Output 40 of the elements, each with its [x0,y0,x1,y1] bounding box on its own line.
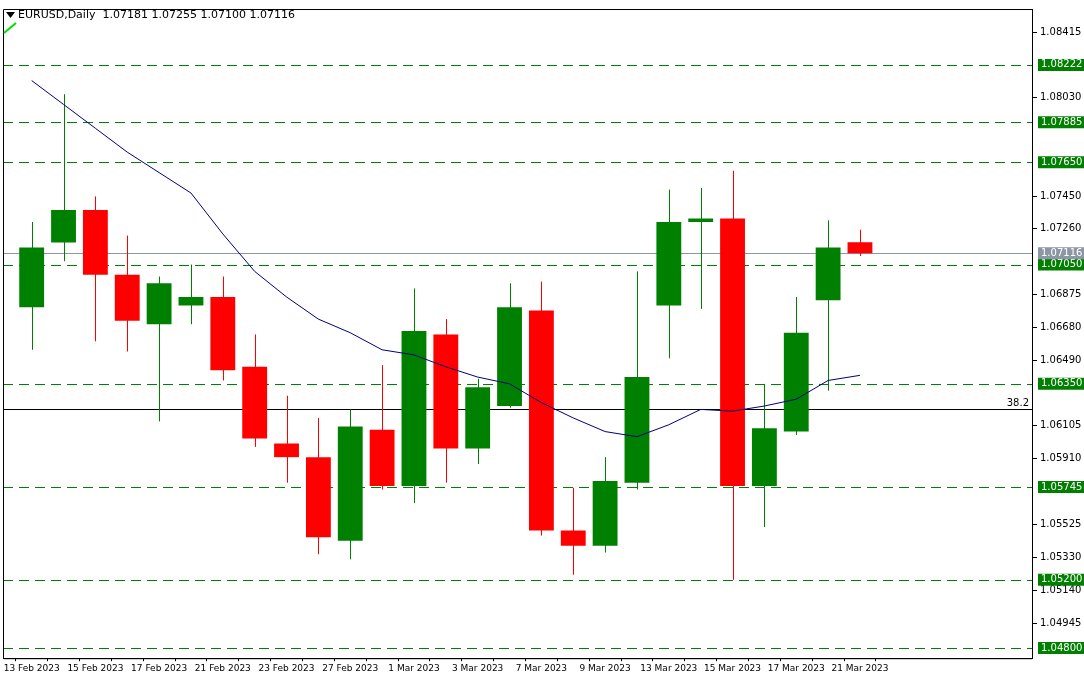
y-tick-label: 1.05910 [1040,452,1082,464]
ref-line-label: 1.06350 [1041,377,1083,389]
ref-line-label: 1.08222 [1041,58,1083,70]
x-tick-label: 13 Feb 2023 [3,662,60,673]
y-tick-label: 1.06875 [1040,288,1082,299]
x-tick-label: 15 Mar 2023 [704,662,762,673]
x-tick-label: 7 Mar 2023 [515,662,568,673]
annotation: 38.2 [1006,397,1029,409]
y-tick-label: 1.07260 [1040,222,1082,234]
ref-line-label: 1.07116 [1041,246,1083,258]
y-tick-label: 1.06105 [1040,419,1082,431]
y-tick-label: 1.05330 [1040,551,1082,563]
ref-line-label: 1.07885 [1041,115,1083,127]
ref-line-label: 1.04800 [1041,641,1083,653]
y-tick-label: 1.05140 [1040,583,1082,595]
x-tick-label: 1 Mar 2023 [388,662,440,673]
chart-title: EURUSD,Daily 1.07181 1.07255 1.07100 1.07116 [18,8,295,21]
x-tick-label: 15 Feb 2023 [67,662,124,673]
ref-line-label: 1.07050 [1041,258,1083,270]
x-tick-label: 21 Feb 2023 [194,662,251,673]
x-tick-label: 13 Mar 2023 [640,662,698,673]
ref-line-label: 1.05745 [1041,480,1083,492]
y-tick-label: 1.08415 [1040,25,1082,37]
candlestick [178,264,204,325]
x-tick-label: 21 Mar 2023 [831,662,889,673]
x-tick-label: 9 Mar 2023 [579,662,631,673]
ref-line-label: 1.05200 [1041,573,1083,585]
candlestick [274,395,299,484]
ref-line-label: 1.07650 [1041,155,1083,167]
x-tick-label: 3 Mar 2023 [452,662,504,673]
x-tick-label: 17 Feb 2023 [131,662,188,673]
y-tick-label: 1.07450 [1040,190,1082,202]
x-tick-label: 23 Feb 2023 [258,662,315,673]
y-tick-label: 1.05525 [1040,518,1082,530]
y-tick-label: 1.08030 [1040,91,1082,103]
x-tick-label: 27 Feb 2023 [322,662,379,673]
x-tick-label: 17 Mar 2023 [767,662,825,673]
y-tick-label: 1.04945 [1040,616,1082,628]
y-tick-label: 1.06680 [1040,321,1082,333]
y-tick-label: 1.06490 [1040,353,1082,365]
